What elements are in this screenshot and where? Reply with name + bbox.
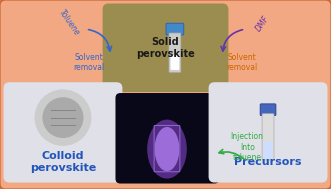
FancyBboxPatch shape (103, 4, 228, 92)
FancyBboxPatch shape (262, 114, 274, 160)
FancyArrowPatch shape (219, 149, 244, 159)
FancyBboxPatch shape (166, 23, 184, 35)
FancyBboxPatch shape (260, 104, 276, 116)
Text: Colloid
perovskite: Colloid perovskite (30, 151, 96, 173)
Ellipse shape (147, 120, 187, 179)
Text: Solvent
removal: Solvent removal (73, 53, 104, 72)
FancyBboxPatch shape (209, 82, 327, 183)
Circle shape (43, 98, 83, 137)
FancyBboxPatch shape (169, 33, 181, 72)
Text: Precursors: Precursors (234, 157, 302, 167)
FancyBboxPatch shape (4, 82, 122, 183)
FancyBboxPatch shape (170, 55, 179, 70)
FancyBboxPatch shape (116, 93, 219, 184)
Circle shape (35, 90, 91, 145)
Text: DMF: DMF (255, 14, 272, 33)
FancyBboxPatch shape (263, 142, 272, 158)
FancyArrowPatch shape (221, 30, 243, 51)
Text: Toluene: Toluene (57, 9, 81, 38)
FancyArrowPatch shape (88, 29, 112, 51)
Text: Solid
perovskite: Solid perovskite (136, 37, 194, 59)
Text: Injection
Into
toluene: Injection Into toluene (231, 132, 264, 162)
Ellipse shape (155, 127, 179, 171)
Text: Solvent
removal: Solvent removal (227, 53, 258, 72)
